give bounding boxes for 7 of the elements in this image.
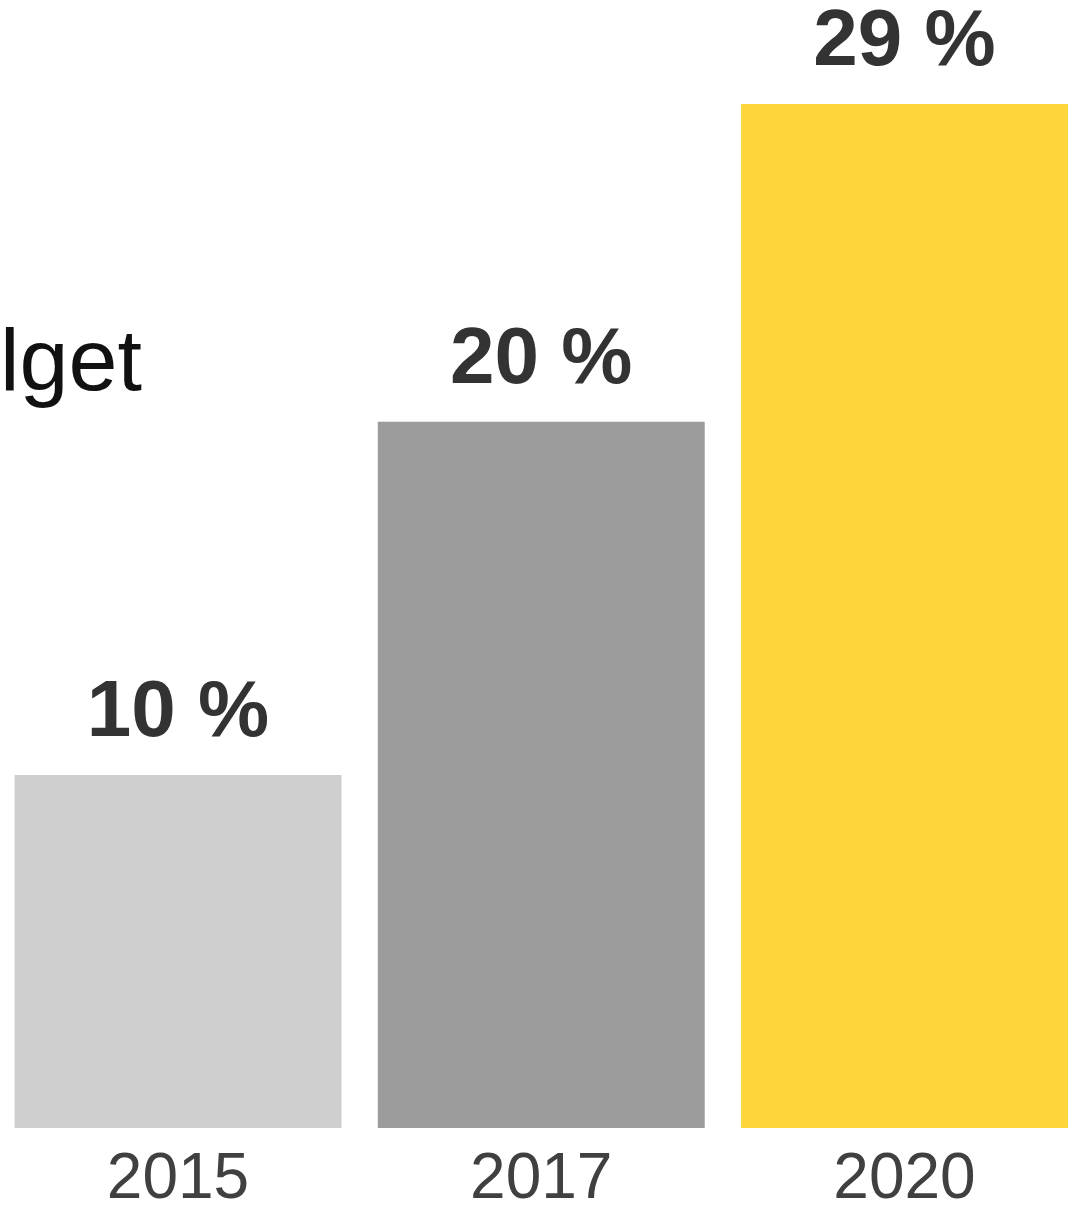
data-label: 29 %	[813, 0, 996, 82]
x-tick-label: 2020	[833, 1139, 976, 1212]
data-label: 20 %	[450, 310, 633, 400]
x-tick-label: 2017	[470, 1139, 613, 1212]
data-label: 10 %	[86, 663, 270, 753]
annotation: lget	[0, 310, 142, 409]
x-tick-label: 2015	[106, 1139, 250, 1212]
